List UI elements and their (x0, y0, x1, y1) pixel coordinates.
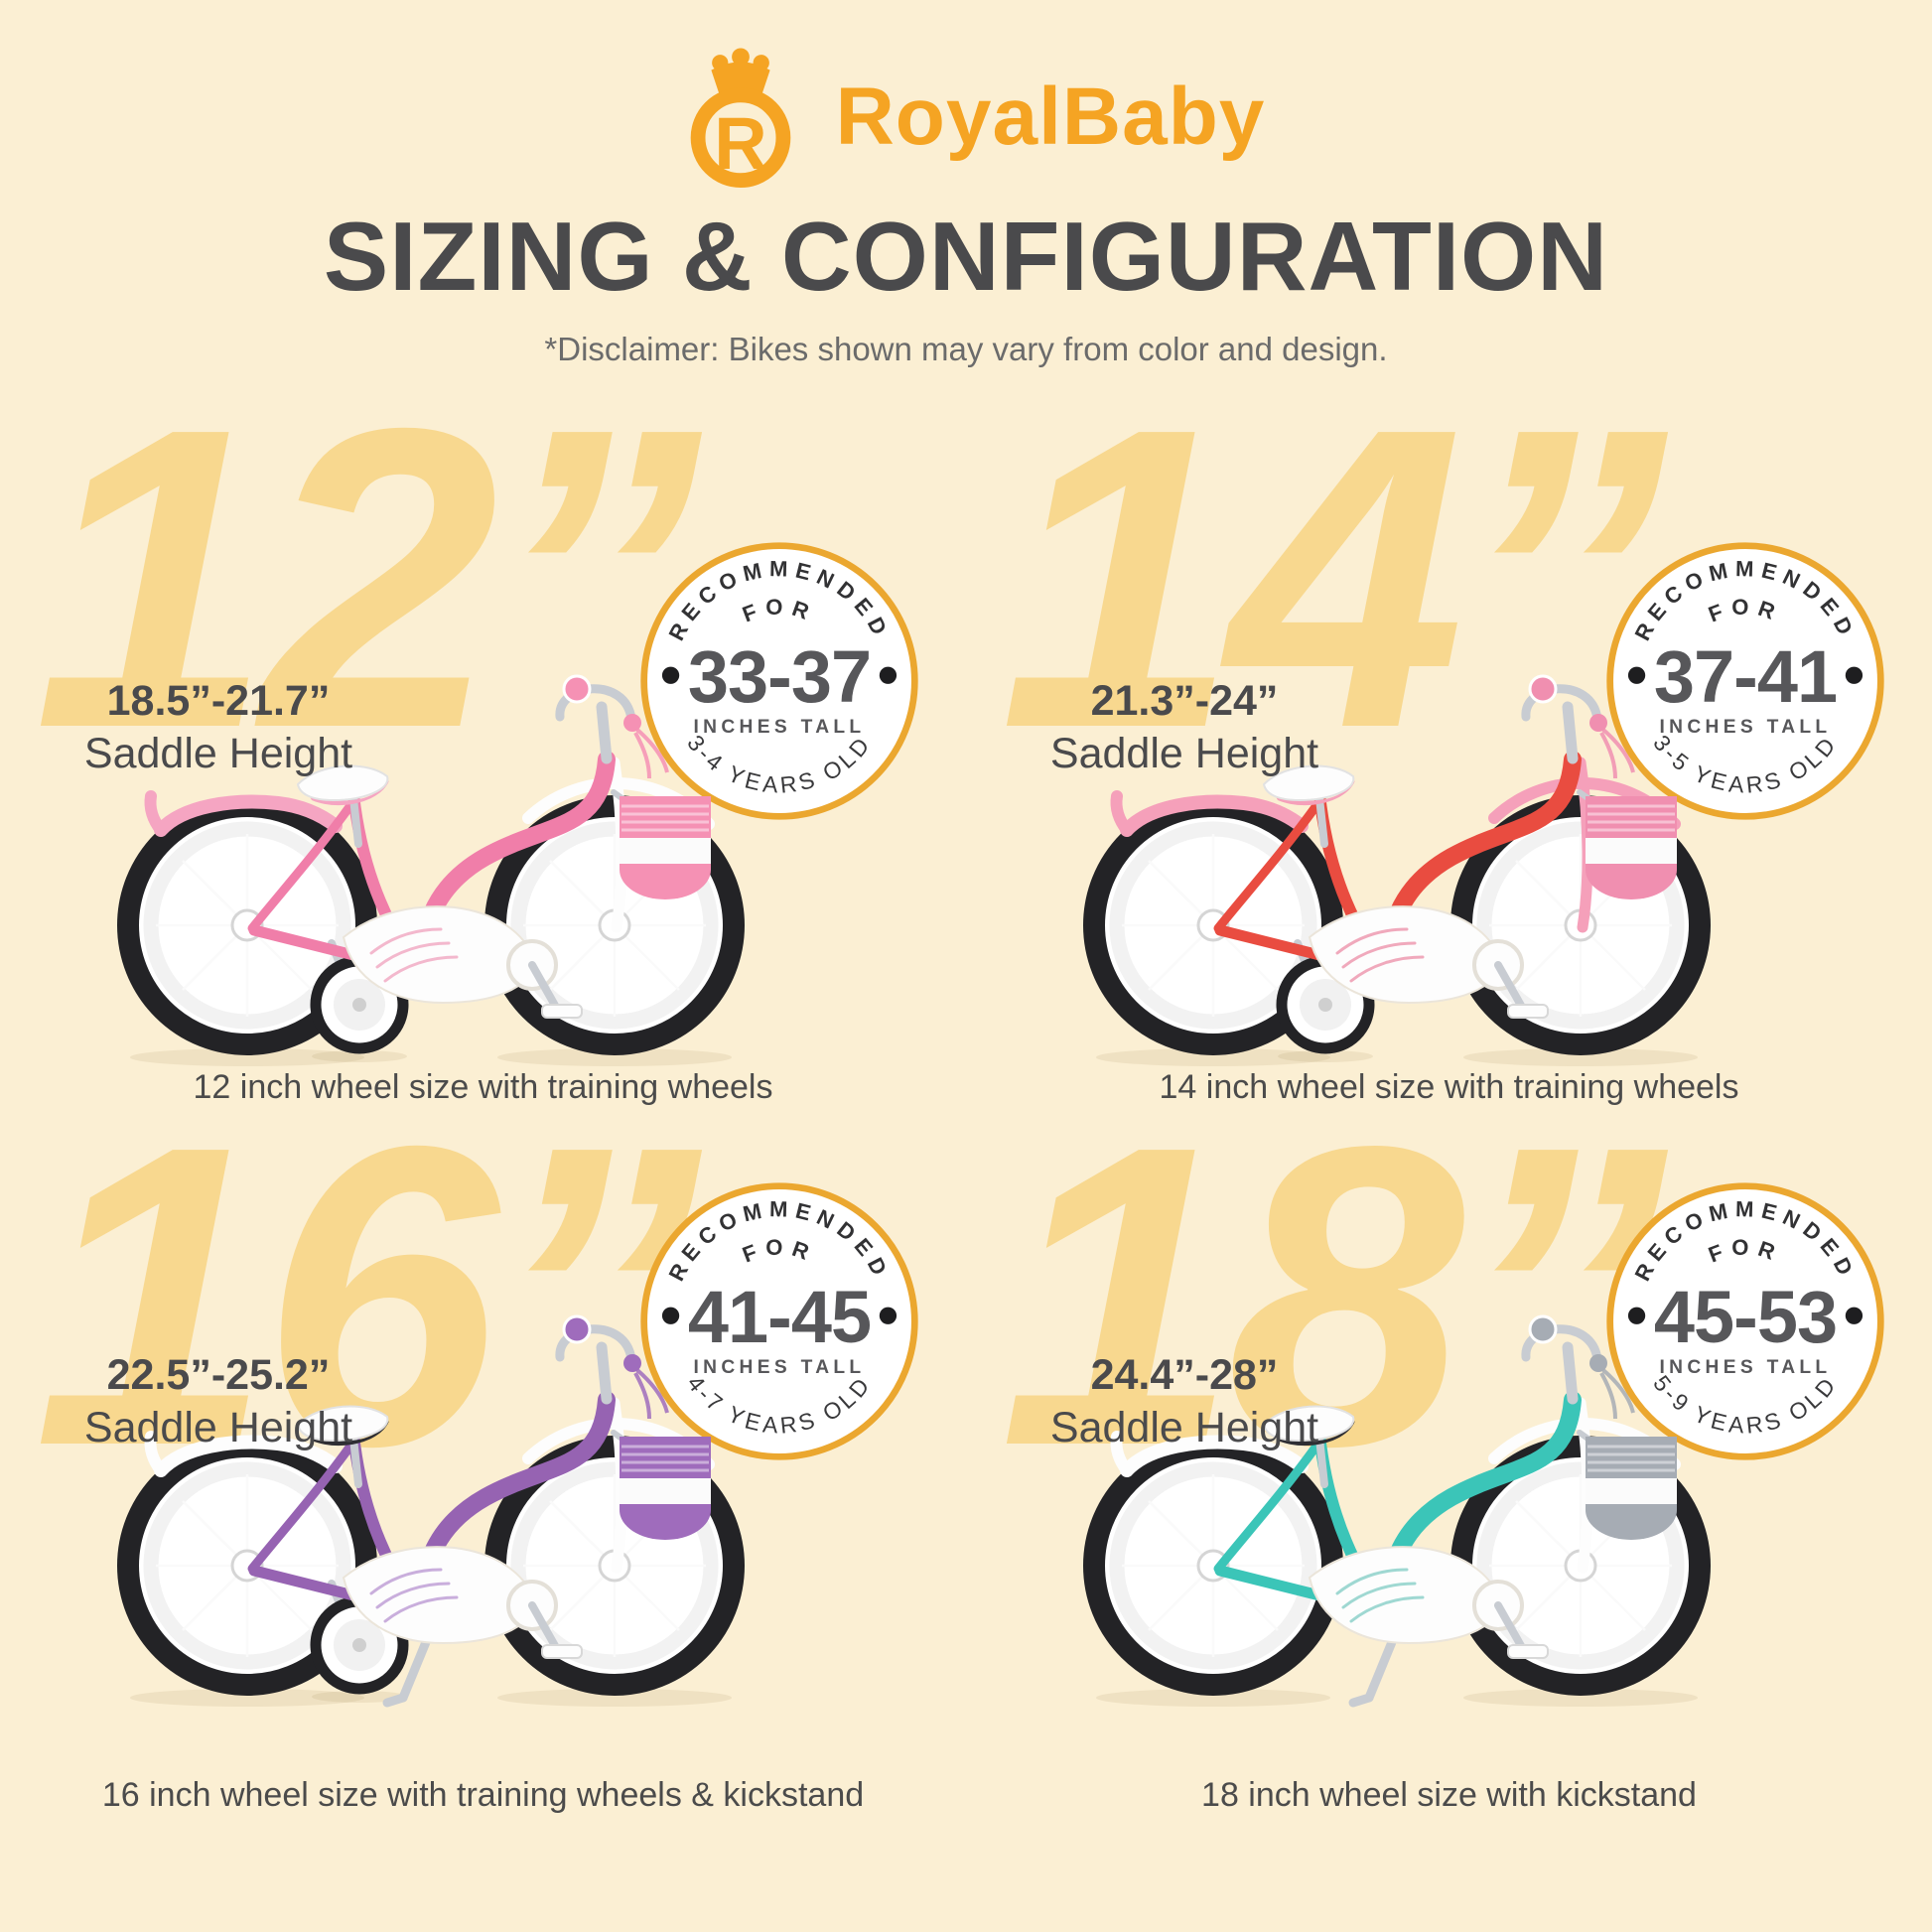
bell (562, 1314, 592, 1344)
size-watermark: 12” (34, 341, 702, 817)
size-section-16: 16” 22.5”-25.2” Saddle Height RECOMMENDE… (0, 1083, 966, 1866)
pedal (1507, 1644, 1549, 1659)
badge-circle (1606, 1182, 1884, 1460)
recommended-badge: RECOMMENDED FOR 33-37 INCHES TALL 3-4 YE… (640, 542, 918, 820)
bell (1528, 674, 1558, 704)
rear-wheel (1083, 1436, 1343, 1696)
saddle-height-info: 22.5”-25.2” Saddle Height (60, 1351, 377, 1452)
height-range: 45-53 (1654, 1276, 1837, 1358)
badge-right-dot (879, 666, 897, 684)
recommended-badge: RECOMMENDED FOR 37-41 INCHES TALL 3-5 YE… (1606, 542, 1884, 820)
saddle-range: 18.5”-21.7” (106, 677, 331, 725)
rear-carrier (154, 794, 343, 837)
saddle-label: Saddle Height (1049, 730, 1319, 777)
saddle-height-info: 24.4”-28” Saddle Height (1026, 1351, 1343, 1452)
bell (562, 674, 592, 704)
saddle-range: 24.4”-28” (1090, 1351, 1279, 1399)
grip (623, 714, 641, 732)
grip (1589, 1354, 1607, 1372)
handlebar (1521, 674, 1635, 779)
pedal (541, 1004, 583, 1019)
saddle-assembly (296, 764, 389, 848)
saddle-assembly (296, 1405, 389, 1488)
size-section-12: 12” 18.5”-21.7” Saddle Height RECOMMENDE… (0, 341, 966, 1127)
logo-letter-r: R (714, 102, 766, 185)
size-caption: 14 inch wheel size with training wheels (1159, 1068, 1739, 1106)
saddle-assembly (1262, 1405, 1355, 1488)
size-caption: 12 inch wheel size with training wheels (193, 1068, 773, 1106)
saddle-range: 22.5”-25.2” (106, 1351, 331, 1399)
saddle-range: 21.3”-24” (1090, 677, 1279, 725)
badge-left-dot (661, 666, 680, 684)
rear-carrier (154, 1435, 343, 1477)
inches-tall-label: INCHES TALL (694, 717, 866, 738)
front-basket (1577, 789, 1677, 899)
inches-tall-label: INCHES TALL (694, 1357, 866, 1378)
grip (623, 1354, 641, 1372)
bike-illustration-12 (117, 674, 745, 1066)
page-title: SIZING & CONFIGURATION (323, 202, 1609, 311)
rear-wheel (1083, 795, 1343, 1055)
brand-name: RoyalBaby (835, 71, 1266, 162)
size-watermark: 14” (1000, 341, 1668, 817)
chain-guard (1308, 1546, 1549, 1659)
saddle-height-info: 18.5”-21.7” Saddle Height (60, 677, 377, 778)
chain-guard (1308, 905, 1549, 1019)
inches-tall-label: INCHES TALL (1660, 1357, 1832, 1378)
bike-illustration-14 (1083, 674, 1711, 1066)
front-basket (1577, 1430, 1677, 1540)
bike-illustration-18 (1083, 1314, 1711, 1708)
saddle-label: Saddle Height (83, 1404, 353, 1451)
header: R RoyalBaby SIZING & CONFIGURATION *Disc… (0, 0, 1932, 368)
saddle-assembly (1262, 764, 1355, 848)
brand-logo: R RoyalBaby (0, 0, 1932, 191)
handlebar (555, 1314, 669, 1420)
recommended-badge: RECOMMENDED FOR 45-53 INCHES TALL 5-9 YE… (1606, 1182, 1884, 1460)
front-basket (611, 1430, 711, 1540)
height-range: 37-41 (1654, 635, 1837, 718)
height-range: 41-45 (688, 1276, 871, 1358)
bike-illustration-16 (117, 1314, 745, 1708)
rear-carrier (1120, 794, 1309, 837)
badge-circle (640, 542, 918, 820)
chain-guard (342, 1546, 583, 1659)
handlebar (555, 674, 669, 779)
royalbaby-crown-icon: R (690, 48, 790, 189)
saddle-label: Saddle Height (83, 730, 353, 777)
size-section-18: 18” 24.4”-28” Saddle Height RECOMMENDED … (966, 1083, 1932, 1866)
saddle-height-info: 21.3”-24” Saddle Height (1026, 677, 1343, 778)
badge-circle (1606, 542, 1884, 820)
recommended-badge: RECOMMENDED FOR 41-45 INCHES TALL 4-7 YE… (640, 1182, 918, 1460)
height-range: 33-37 (688, 635, 871, 718)
bell (1528, 1314, 1558, 1344)
chain-guard (342, 905, 583, 1019)
pedal (541, 1644, 583, 1659)
rear-carrier (1120, 1435, 1309, 1477)
grip (1589, 714, 1607, 732)
inches-tall-label: INCHES TALL (1660, 717, 1832, 738)
front-basket (611, 789, 711, 899)
badge-circle (640, 1182, 918, 1460)
saddle-label: Saddle Height (1049, 1404, 1319, 1451)
pedal (1507, 1004, 1549, 1019)
size-caption: 16 inch wheel size with training wheels … (101, 1776, 865, 1814)
disclaimer-text: *Disclaimer: Bikes shown may vary from c… (544, 331, 1388, 367)
size-section-14: 14” 21.3”-24” Saddle Height RECOMMENDED … (966, 341, 1932, 1127)
size-caption: 18 inch wheel size with kickstand (1201, 1776, 1697, 1814)
handlebar (1521, 1314, 1635, 1420)
